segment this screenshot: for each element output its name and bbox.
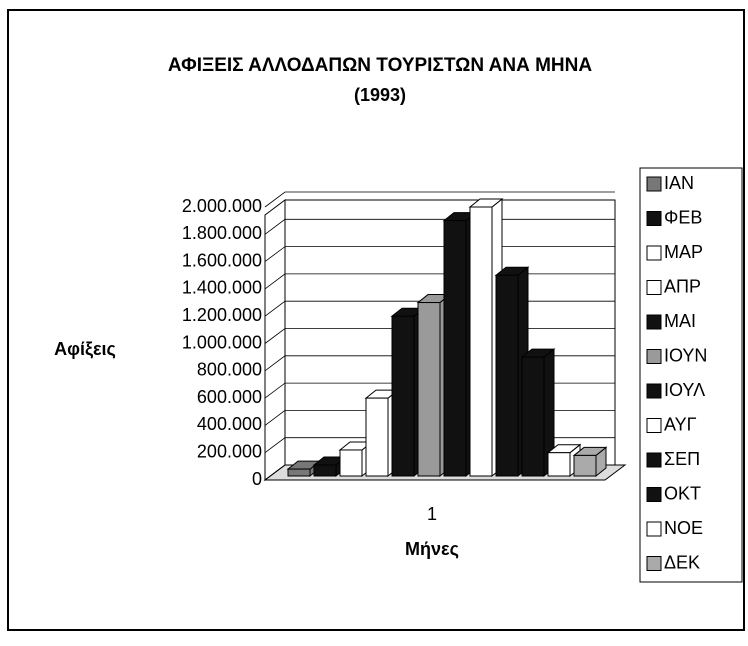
bar [547, 452, 571, 477]
legend-swatch [646, 487, 662, 502]
legend-swatch [646, 314, 662, 330]
legend-label: ΟΚΤ [664, 483, 701, 503]
y-tick-label: 1.600.000 [182, 250, 262, 270]
legend-swatch [646, 280, 662, 295]
bar [287, 468, 311, 477]
y-tick-label: 1.800.000 [182, 223, 262, 243]
y-tick-label: 200.000 [197, 441, 262, 461]
legend-label: ΝΟΕ [664, 518, 703, 538]
legend-label: ΜΑΙ [664, 311, 696, 331]
legend [639, 167, 743, 583]
bar [365, 397, 389, 477]
bar [521, 356, 545, 477]
legend-swatch [646, 176, 662, 192]
bar [469, 206, 493, 477]
legend-label: ΙΟΥΛ [664, 380, 705, 400]
bar [573, 454, 597, 477]
legend-swatch [646, 418, 662, 433]
legend-label: ΑΥΓ [664, 414, 697, 434]
x-axis-label: Μήνες [405, 539, 459, 559]
y-tick-label: 0 [252, 469, 262, 489]
bar [417, 302, 441, 477]
bar [443, 220, 467, 477]
legend-swatch [646, 211, 662, 226]
legend-label: ΜΑΡ [664, 242, 703, 262]
chart-subtitle: (1993) [354, 85, 406, 105]
bar [391, 315, 415, 477]
chart-title: ΑΦΙΞΕΙΣ ΑΛΛΟΔΑΠΩΝ ΤΟΥΡΙΣΤΩΝ ΑΝΑ ΜΗΝΑ [168, 55, 592, 76]
y-tick-label: 400.000 [197, 414, 262, 434]
legend-label: ΙΟΥΝ [664, 345, 707, 365]
side-wall [264, 199, 286, 481]
y-tick-label: 600.000 [197, 387, 262, 407]
y-tick-label: 800.000 [197, 360, 262, 380]
legend-label: ΔΕΚ [664, 552, 700, 572]
legend-swatch [646, 521, 662, 537]
y-tick-label: 2.000.000 [182, 196, 262, 216]
bar [339, 449, 363, 477]
bar [313, 464, 337, 477]
grid-line [264, 246, 615, 262]
y-axis-label: Αφίξεις [54, 339, 116, 360]
legend-label: ΑΠΡ [664, 276, 701, 296]
legend-label: ΙΑΝ [664, 173, 694, 193]
legend-swatch [646, 245, 662, 261]
y-tick-label: 1.000.000 [182, 332, 262, 352]
bar [495, 274, 519, 477]
legend-label: ΣΕΠ [664, 449, 700, 469]
legend-swatch [646, 452, 662, 468]
grid-line [264, 191, 615, 208]
legend-swatch [646, 349, 662, 364]
x-tick-label: 1 [427, 504, 437, 524]
grid-line [264, 218, 615, 235]
legend-swatch [646, 556, 662, 571]
y-tick-label: 1.400.000 [182, 278, 262, 298]
legend-label: ΦΕΒ [664, 207, 702, 227]
y-tick-label: 1.200.000 [182, 305, 262, 325]
legend-swatch [646, 383, 662, 399]
